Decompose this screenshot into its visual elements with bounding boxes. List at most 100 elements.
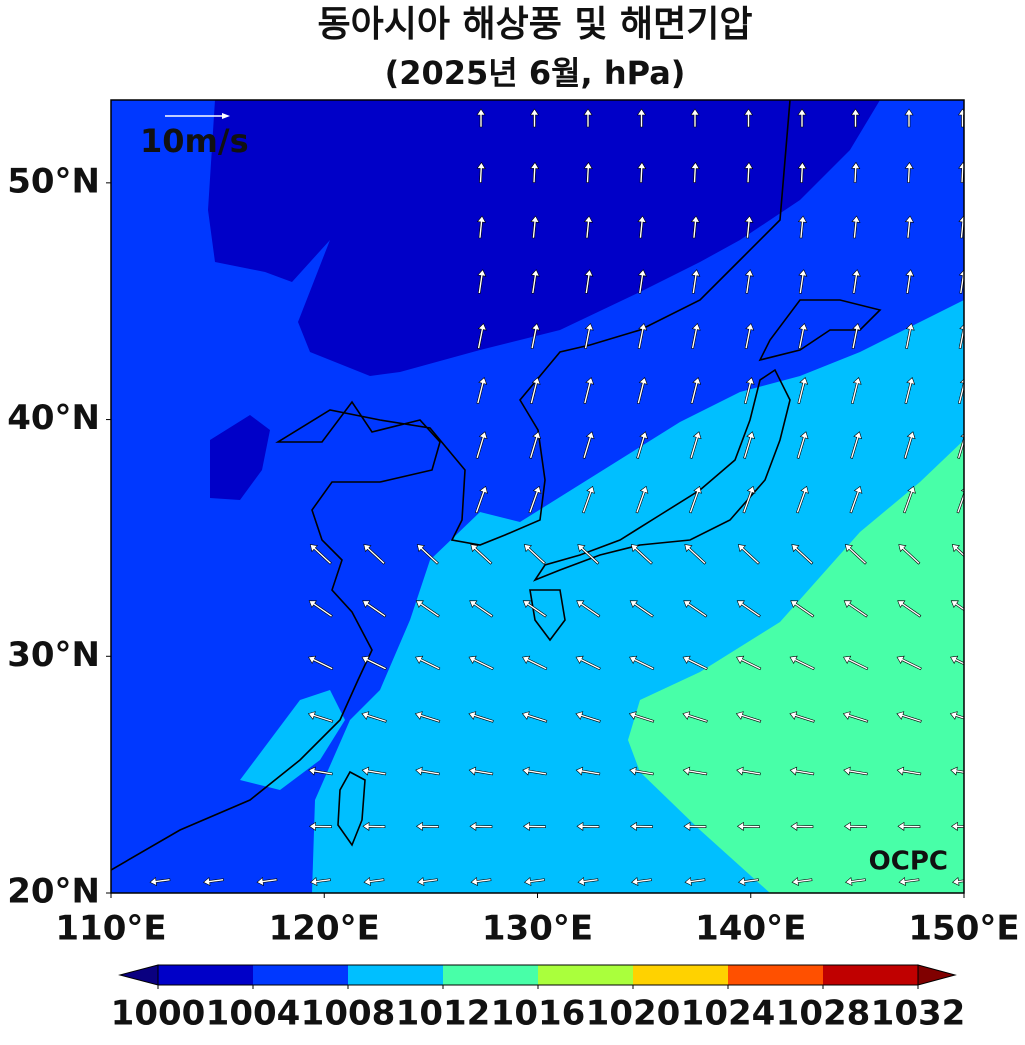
wind-arrow-shape [415,821,439,831]
wind-arrow-shape [583,108,593,128]
colorbar-label: 1020 [586,994,681,1034]
wind-arrow-shape [798,269,808,294]
wind-arrow-shape [629,821,653,831]
wind-arrow [307,711,334,723]
wind-arrow-shape [950,766,964,776]
wind-arrow [522,655,548,671]
wind-arrow-shape [521,711,548,723]
wind-arrow-shape [528,485,542,514]
wind-arrow-shape [736,821,760,831]
subtitle: (2025년 6월, hPa) [385,54,686,92]
x-tick-label: 150°E [908,909,1019,949]
wind-arrow [584,322,594,350]
wind-arrow-shape [629,655,655,671]
coastline [529,299,882,642]
wind-arrow-shape [958,161,964,183]
wind-arrow-shape [414,711,441,723]
wind-arrow [797,377,809,405]
title: 동아시아 해상풍 및 해면기압 [317,4,752,45]
y-tick-label: 30°N [7,635,100,675]
wind-arrow-shape [844,544,867,565]
wind-arrow [743,377,755,405]
wind-arrow [842,711,869,723]
wind-arrow-shape [361,766,387,776]
wind-arrow-shape [631,876,652,887]
wind-arrow [637,269,647,294]
colorbar-label: 1004 [206,994,301,1034]
wind-arrow [849,485,863,514]
wind-arrow [582,431,595,459]
wind-arrow [530,215,540,239]
y-tick-label: 50°N [7,161,100,201]
wind-arrow-shape [636,431,649,459]
colorbar-segment [253,965,348,985]
wind-arrow [904,377,916,405]
wind-arrow-shape [688,485,702,514]
wind-arrow [629,766,654,776]
wind-arrow-shape [309,544,332,565]
wind-arrow [789,766,815,776]
wind-arrow-shape [843,766,868,776]
wind-arrow-shape [308,600,333,618]
wind-arrow [904,215,915,239]
wind-arrow [415,655,441,671]
wind-arrow [905,269,915,294]
wind-arrow [256,876,278,887]
wind-arrow-shape [308,766,333,776]
wind-arrow-shape [897,821,921,831]
colorbar-label: 1016 [491,994,586,1034]
wind-arrow [636,108,647,128]
wind-arrow-shape [735,711,762,723]
axis-ticks: 110°E 120°E 130°E 140°E 150°E 20°N 30°N 40°N 50°… [7,161,1019,948]
wind-arrow-shape [797,377,809,405]
wind-arrow-shape [474,485,488,514]
wind-arrow [637,161,647,183]
wind-arrow-shape [896,711,922,723]
wind-arrow-shape [843,600,868,618]
wind-arrow-shape [903,431,916,459]
wind-arrow-shape [690,108,700,128]
wind-arrow [850,431,863,459]
wind-arrow-shape [682,655,708,671]
wind-arrow-shape [744,215,754,239]
wind-arrow-shape [575,655,601,671]
wind-arrow-shape [797,161,807,183]
wind-arrow-shape [203,876,224,887]
wind-arrow [468,711,494,723]
wind-arrow [897,821,921,831]
wind-arrow [898,876,920,887]
wind-arrow [736,766,761,776]
wind-arrow [575,711,601,723]
wind-arrow [736,600,761,618]
wind-arrow [575,655,601,671]
wind-arrow [631,876,652,887]
wind-arrow-shape [736,655,762,671]
map-area [111,100,964,893]
wind-arrow-shape [682,711,708,723]
wind-arrow-shape [690,161,700,183]
wind-arrow-shape [469,600,494,618]
wind-arrow [950,655,964,671]
wind-arrow-shape [904,215,915,239]
wind-arrow-shape [363,876,385,887]
pressure-fill [208,100,880,500]
x-tick-label: 130°E [482,909,593,949]
y-tick-label: 20°N [7,872,100,912]
wind-arrow-shape [468,766,494,776]
wind-arrow [682,766,708,776]
wind-arrow [577,876,599,887]
wind-arrow [308,821,332,831]
wind-arrow-shape [363,544,386,565]
wind-arrow-shape [469,821,493,831]
wind-arrow [529,431,542,459]
wind-arrow [851,215,861,239]
wind-arrow-shape [842,711,869,723]
wind-arrow [789,655,815,671]
wind-arrow-shape [581,485,595,514]
wind-arrow-shape [790,821,814,831]
wind-arrow-shape [308,655,334,671]
wind-arrow-shape [736,766,761,776]
wind-arrow [529,377,541,405]
wind-arrow-shape [744,269,754,294]
wind-arrow [576,600,601,618]
